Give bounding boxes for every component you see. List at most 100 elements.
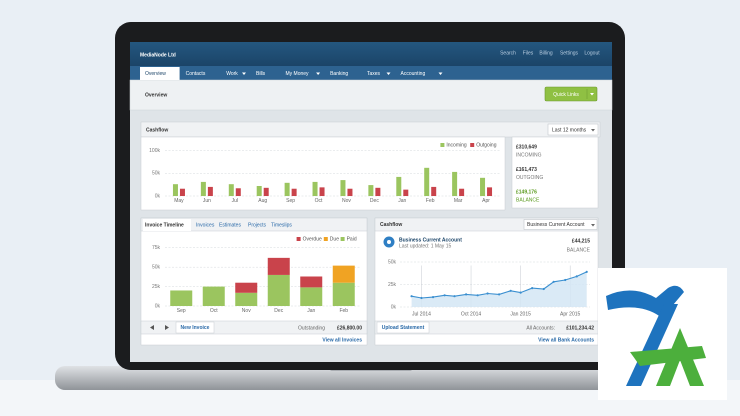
x-tick-label: Jun: [203, 198, 211, 204]
line-point: [443, 294, 446, 297]
period-select-label[interactable]: Last 12 months: [552, 127, 587, 133]
nav-item[interactable]: Accounting: [401, 71, 426, 77]
header-link[interactable]: Files: [523, 50, 534, 56]
outstanding-amount: £26,800.00: [337, 325, 362, 331]
legend-swatch: [296, 237, 301, 241]
bar-segment: [332, 282, 355, 306]
panel-title: Cashflow: [146, 127, 168, 133]
y-tick-label: 75k: [152, 245, 161, 251]
tab[interactable]: Projects: [248, 222, 267, 228]
total-label: BALANCE: [516, 197, 540, 203]
bar: [480, 177, 486, 196]
legend-label: Due: [330, 236, 339, 242]
bar: [207, 186, 213, 196]
next-arrow[interactable]: [165, 325, 169, 330]
account-updated: Last updated: 1 May 15: [399, 243, 451, 249]
quick-links-label[interactable]: Quick Links: [553, 92, 579, 98]
all-accounts-label: All Accounts:: [526, 325, 555, 331]
x-tick-label: Apr: [482, 198, 490, 204]
period-select[interactable]: [547, 123, 599, 136]
button-caret: [590, 93, 594, 96]
line-point: [453, 295, 456, 298]
tab[interactable]: Timeslips: [271, 222, 292, 228]
line-point: [509, 289, 512, 292]
x-tick-label: Jan 2015: [510, 311, 531, 317]
bar-segment: [267, 257, 290, 275]
tab-bar: [140, 217, 368, 232]
x-tick-label: Mar: [454, 198, 463, 204]
line-point: [575, 275, 578, 278]
x-tick-label: Jan: [398, 198, 406, 204]
bar: [368, 185, 374, 196]
tab[interactable]: Invoices: [196, 222, 215, 228]
nav-bar: [130, 66, 612, 80]
bar: [263, 187, 269, 196]
tab[interactable]: Invoice Timeline: [145, 222, 184, 228]
account-balance: £44,215: [572, 238, 590, 244]
new-invoice[interactable]: New Invoice: [181, 325, 210, 331]
y-tick-label: 100k: [149, 148, 160, 154]
legend-label: Outgoing: [476, 142, 497, 148]
bar: [403, 189, 409, 196]
x-tick-label: Aug: [258, 198, 267, 204]
upload-statement[interactable]: Upload Statement: [382, 325, 425, 331]
nav-item[interactable]: My Money: [286, 71, 310, 77]
nav-item[interactable]: Banking: [330, 71, 348, 77]
y-tick-label: 0k: [155, 193, 161, 199]
view-all-invoices[interactable]: View all Invoices: [322, 337, 362, 343]
line-point: [410, 295, 413, 298]
outstanding-label: Outstanding: [298, 325, 325, 331]
bar: [375, 187, 381, 196]
y-tick-label: 50k: [152, 171, 161, 177]
total-label: OUTGOING: [516, 175, 543, 181]
legend-swatch: [440, 143, 445, 147]
all-accounts-amount: £101,234.42: [566, 325, 594, 331]
view-all-bank-accounts[interactable]: View all Bank Accounts: [538, 337, 594, 343]
new-invoice-button[interactable]: [175, 321, 215, 334]
select-caret: [591, 129, 595, 132]
bar-segment: [170, 290, 193, 306]
bar: [340, 180, 346, 196]
bar: [256, 186, 262, 196]
bar-segment: [235, 292, 258, 306]
bar: [312, 181, 318, 196]
nav-item[interactable]: Contacts: [186, 71, 206, 77]
header-link[interactable]: Logout: [584, 50, 600, 56]
x-tick-label: Dec: [370, 198, 379, 204]
quick-links-button[interactable]: [544, 86, 598, 102]
total-label: INCOMING: [516, 152, 542, 158]
header-link[interactable]: Search: [500, 50, 516, 56]
bar: [284, 182, 290, 196]
account-icon-center: [387, 240, 391, 244]
prev-arrow[interactable]: [150, 325, 154, 330]
x-tick-label: Sep: [286, 198, 295, 204]
nav-item[interactable]: Taxes: [367, 71, 381, 77]
x-tick-label: Oct: [315, 198, 323, 204]
nav-item[interactable]: Work: [226, 71, 238, 77]
brand: MediaNode Ltd: [140, 52, 176, 58]
tab[interactable]: Estimates: [219, 222, 241, 228]
y-tick-label: 25k: [388, 282, 397, 288]
legend-label: Incoming: [446, 142, 467, 148]
bar-segment: [235, 282, 258, 293]
x-tick-label: Nov: [342, 198, 351, 204]
bar: [396, 176, 402, 196]
balance-label: BALANCE: [567, 247, 591, 253]
x-tick-label: Jan: [307, 308, 315, 314]
header-link[interactable]: Settings: [560, 50, 579, 56]
account-select[interactable]: [523, 219, 598, 230]
line-point: [476, 294, 479, 297]
line-point: [464, 293, 468, 296]
nav-caret: [438, 72, 443, 75]
legend-swatch: [323, 237, 328, 241]
x-tick-label: Feb: [339, 308, 348, 314]
totals-box: [511, 136, 599, 209]
upload-button[interactable]: [376, 321, 430, 334]
active-tab: [143, 219, 191, 231]
account-select-label[interactable]: Business Current Account: [527, 222, 585, 228]
nav-item[interactable]: Bills: [256, 71, 266, 77]
header-link[interactable]: Billing: [539, 50, 553, 56]
y-tick-label: 50k: [388, 259, 397, 265]
nav-item[interactable]: Overview: [145, 71, 166, 77]
